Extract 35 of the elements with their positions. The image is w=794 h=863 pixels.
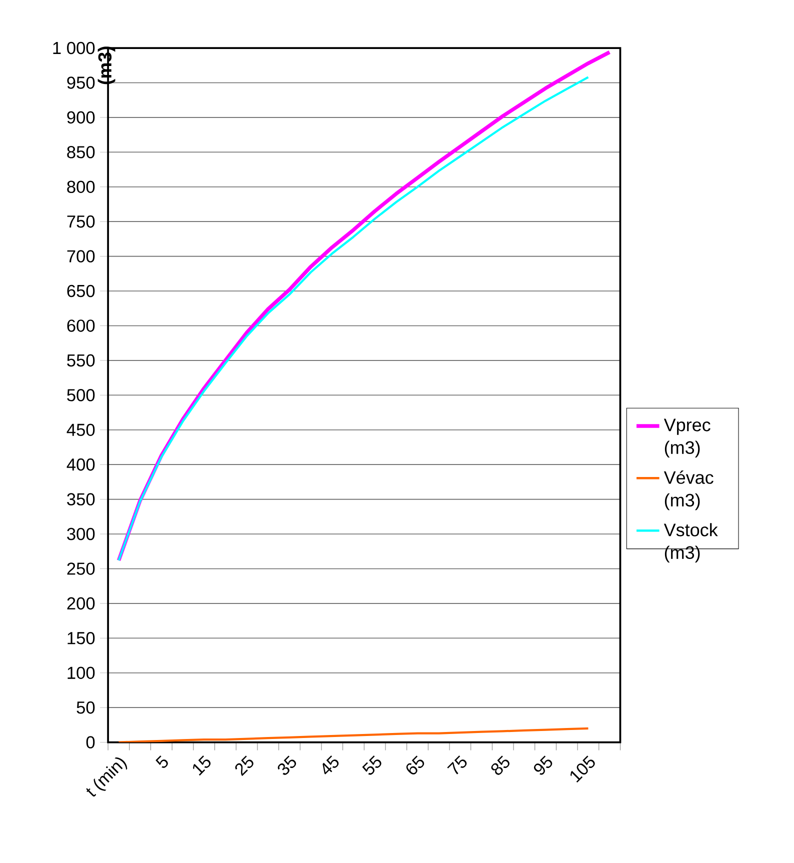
y-tick-label: 600 xyxy=(67,320,95,332)
x-tick-label: 45 xyxy=(322,755,339,774)
y-tick-label: 50 xyxy=(76,701,95,714)
x-tick-label: 15 xyxy=(193,755,211,776)
y-tick-label: 1 000 xyxy=(53,42,95,54)
y-tick-label: 650 xyxy=(67,284,95,298)
y-tick-label: 350 xyxy=(67,493,95,506)
y-tick-label: 200 xyxy=(67,597,95,610)
y-tick-label: 0 xyxy=(86,736,95,748)
legend-label: Vévac (m3) xyxy=(664,470,714,510)
x-tick-label: 95 xyxy=(534,756,552,775)
y-tick-label: 750 xyxy=(67,215,95,228)
y-tick-label: 800 xyxy=(67,180,95,193)
x-tick-label: 25 xyxy=(235,756,254,776)
y-tick-label: 950 xyxy=(67,76,95,89)
y-tick-label: 250 xyxy=(67,562,95,575)
x-tick-label: 5 xyxy=(156,755,168,768)
x-tick-label: 85 xyxy=(491,756,510,775)
legend-label: Vprec (m3) xyxy=(664,418,711,458)
y-tick-label: 450 xyxy=(66,424,95,436)
y-tick-label: 700 xyxy=(67,250,95,262)
x-tick-label: 65 xyxy=(406,756,424,774)
y-tick-label: 850 xyxy=(67,146,95,158)
y-tick-label: 400 xyxy=(66,458,95,471)
x-tick-label: 35 xyxy=(278,756,296,775)
y-tick-label: 900 xyxy=(67,111,95,124)
x-tick-label: 105 xyxy=(570,756,595,783)
x-tick-label: 75 xyxy=(447,755,467,774)
legend-label: Vstock (m3) xyxy=(664,523,718,563)
y-tick-label: 500 xyxy=(67,389,95,402)
y-tick-label: 100 xyxy=(68,666,95,679)
y-tick-label: 150 xyxy=(68,632,95,644)
y-tick-label: 300 xyxy=(67,528,95,540)
x-tick-label: 55 xyxy=(362,755,382,775)
y-tick-label: 550 xyxy=(67,354,95,367)
